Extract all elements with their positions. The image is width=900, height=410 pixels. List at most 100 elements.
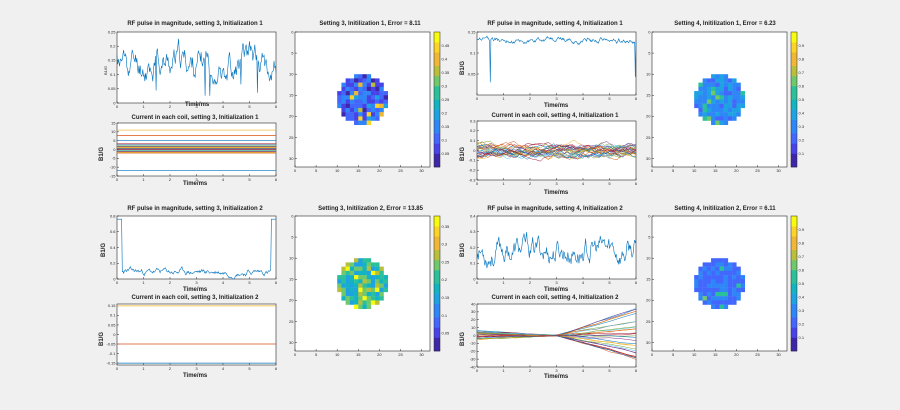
heatmap-cell <box>341 95 346 100</box>
colorbar-segment <box>791 253 797 257</box>
heatmap-cell <box>732 283 737 288</box>
y-tick-label: 20 <box>471 317 476 322</box>
heatmap-cell <box>711 99 716 104</box>
heatmap-cell <box>366 74 372 79</box>
plot-title: Setting 4, Initilization 2, Error = 6.11 <box>674 206 776 212</box>
heatmap-cell <box>723 287 729 293</box>
heatmap-cell <box>698 296 703 301</box>
y-tick-label: 30 <box>471 309 476 314</box>
y-tick-label: 0.15 <box>108 303 117 308</box>
heatmap-cell <box>711 112 716 117</box>
heatmap-cell <box>736 291 741 297</box>
heatmap-cell <box>723 95 729 100</box>
heatmap-cell <box>366 283 372 288</box>
heatmap-cell <box>362 300 367 305</box>
y-tick-label: 0 <box>113 276 116 281</box>
heatmap-cell <box>702 270 708 276</box>
heatmap-cell <box>366 300 372 305</box>
x-tick-label: 0 <box>116 280 119 285</box>
heatmap-cell <box>366 287 372 293</box>
series-line <box>476 144 637 157</box>
x-tick-label: 5 <box>248 366 251 371</box>
colorbar-tick-label: 0.4 <box>799 110 805 115</box>
series-line <box>476 142 637 160</box>
heatmap-cell <box>345 296 351 301</box>
colorbar-segment <box>791 153 797 158</box>
heatmap-cell <box>736 270 741 276</box>
y-tick-label: 0.1 <box>470 261 476 266</box>
heatmap-cell <box>358 116 363 121</box>
heatmap-cell <box>370 99 376 104</box>
heatmap-cell <box>711 300 716 305</box>
y-tick-label: -0.3 <box>469 177 477 182</box>
colorbar-segment <box>791 273 797 278</box>
heatmap-cell <box>702 99 708 104</box>
x-axis-label: Time/ms <box>544 103 569 109</box>
chart-cur4-1: 0 1 2 3 4 5 6 -0.3 -0.2 -0.1 0 0.1 0.2 0.3 <box>469 118 638 186</box>
colorbar-tick-label: 0.25 <box>442 259 451 264</box>
heatmap-cell <box>706 279 712 284</box>
heatmap-cell <box>358 91 363 96</box>
colorbar-segment <box>791 286 797 291</box>
heatmap-cell <box>715 120 720 126</box>
heatmap-cell <box>715 74 720 79</box>
x-tick-label: 4 <box>582 280 585 285</box>
plot-title: RF pulse in magnitude, setting 3, Initia… <box>127 206 263 212</box>
colorbar-segment <box>434 273 440 278</box>
heatmap-cell <box>375 279 380 284</box>
series-line <box>476 232 637 269</box>
y-tick-label: 15 <box>289 277 294 282</box>
heatmap-cell <box>698 95 703 100</box>
heatmap-cell <box>702 91 708 96</box>
heatmap-cell <box>732 78 737 83</box>
y-tick-label: 20 <box>289 298 294 303</box>
heatmap-cell <box>379 279 384 284</box>
heatmap-cell <box>366 91 372 96</box>
y-tick-label: 25 <box>646 135 651 140</box>
colorbar-segment <box>791 317 797 321</box>
heatmap-cell <box>370 112 376 117</box>
colorbar-segment <box>434 153 440 158</box>
heatmap-cell <box>379 99 384 104</box>
heatmap-cell <box>727 116 733 121</box>
heatmap-cell <box>719 107 724 113</box>
colorbar-segment <box>434 222 440 227</box>
series-group <box>476 35 637 83</box>
heatmap-cell <box>715 112 720 117</box>
colorbar-tick-label: 0.4 <box>442 56 448 61</box>
colorbar-segment <box>434 113 440 117</box>
colorbar-segment <box>434 320 440 325</box>
colorbar-segment <box>434 219 440 224</box>
heatmap-cell <box>727 291 733 297</box>
x-tick-label: 2 <box>169 104 172 109</box>
heatmap-cell <box>740 99 746 104</box>
heatmap-cell <box>711 107 716 113</box>
heatmap-cell <box>366 279 372 284</box>
x-axis-label: Time/ms <box>544 190 569 196</box>
heatmap-cell <box>732 86 737 92</box>
heatmap-cell <box>732 266 737 272</box>
series-line <box>476 146 637 159</box>
colorbar-segment <box>434 226 440 230</box>
heatmap-cell <box>732 296 737 301</box>
x-tick-label: 25 <box>755 168 760 173</box>
colorbar-segment <box>791 99 797 104</box>
y-tick-label: 5 <box>291 234 294 239</box>
heatmap-cell <box>711 262 716 267</box>
colorbar-segment <box>791 48 797 53</box>
x-tick-label: 1 <box>502 181 505 186</box>
colorbar-segment <box>791 129 797 134</box>
heatmap-cell <box>698 275 703 280</box>
heatmap-cell <box>723 120 729 126</box>
colorbar-segment <box>791 219 797 224</box>
colorbar-segment <box>791 266 797 271</box>
heatmap-cell <box>723 300 729 305</box>
x-tick-label: 10 <box>692 168 697 173</box>
heatmap-cell <box>358 300 363 305</box>
heatmap-cells <box>694 74 746 126</box>
heatmap-cell <box>370 300 376 305</box>
heatmap-cell <box>694 283 699 288</box>
heatmap-cell <box>383 275 389 280</box>
heatmap-cell <box>723 275 729 280</box>
heatmap-cell <box>736 99 741 104</box>
